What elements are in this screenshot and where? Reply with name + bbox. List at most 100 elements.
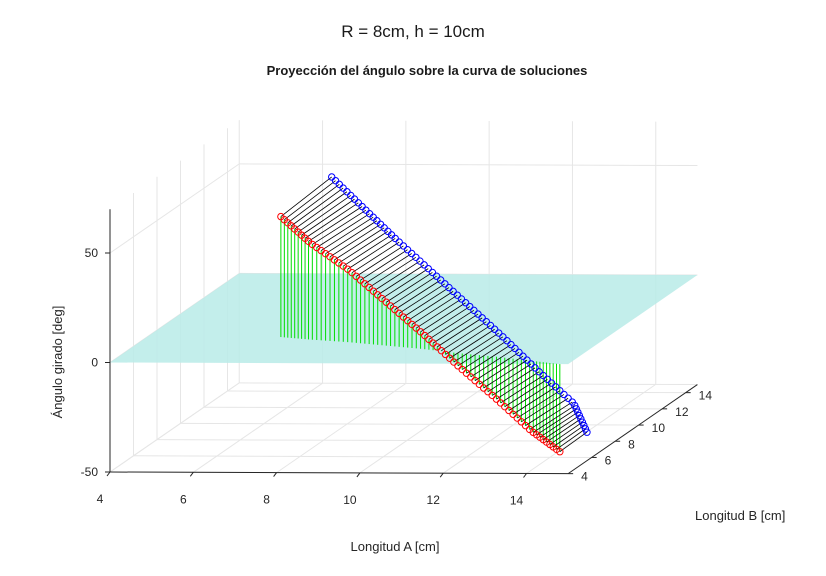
connector-line [529, 401, 573, 430]
connector-line [316, 213, 370, 248]
x-tick-mark [523, 473, 527, 478]
point-marker [486, 321, 495, 330]
x-tick-label: 14 [510, 494, 524, 508]
point-marker [492, 395, 501, 403]
point-marker [391, 305, 399, 314]
point-marker [356, 276, 365, 284]
connector-line [334, 227, 385, 261]
connector-line [390, 275, 437, 307]
curve-b-markers [328, 173, 591, 436]
connector-line [536, 408, 577, 436]
z-axis-label: Ángulo girado [deg] [50, 306, 65, 419]
connector-line [453, 332, 499, 363]
connector-line [559, 431, 588, 453]
point-marker [495, 329, 503, 337]
point-marker [574, 408, 582, 416]
x-tick-mark [356, 472, 361, 478]
point-marker [462, 369, 471, 377]
point-marker [445, 354, 454, 362]
connector-line [403, 287, 450, 318]
point-marker [347, 191, 355, 200]
connector-line [294, 191, 348, 230]
grid-line [193, 382, 323, 473]
point-marker [572, 405, 580, 413]
connector-line [368, 256, 417, 288]
point-marker [365, 283, 373, 292]
point-marker [420, 261, 428, 269]
point-marker [543, 375, 552, 384]
point-marker [421, 331, 429, 340]
point-marker [343, 188, 351, 196]
connector-line [398, 283, 446, 314]
point-marker [578, 418, 587, 426]
connector-line [525, 397, 569, 426]
connector-line [351, 241, 400, 274]
connector-line [552, 425, 585, 448]
grid-line [442, 383, 573, 474]
point-marker [539, 371, 547, 380]
point-marker [513, 414, 521, 422]
connector-line [364, 253, 412, 285]
y-tick-label: 4 [581, 470, 588, 484]
point-marker [517, 418, 526, 426]
point-marker [449, 287, 457, 296]
point-marker [416, 328, 425, 336]
x-tick-mark [106, 471, 111, 477]
point-marker [580, 421, 588, 430]
connector-line [312, 209, 367, 245]
point-marker [577, 415, 585, 423]
connector-line [424, 306, 470, 336]
point-marker [475, 380, 484, 389]
point-marker [479, 384, 488, 392]
y-axis-label: Longitud B [cm] [695, 508, 785, 523]
point-marker [429, 339, 437, 347]
point-marker [515, 348, 523, 357]
connector-line [284, 180, 336, 221]
tick-labels: 4 6 8 10 12 14 4 6 8 10 12 14 -50 0 50 [81, 246, 713, 508]
connector-line [320, 216, 374, 251]
connector-line [338, 231, 389, 264]
connector-line [500, 375, 544, 404]
point-marker [575, 411, 584, 420]
point-marker [551, 383, 560, 391]
connector-line [325, 220, 378, 255]
connector-line [394, 279, 441, 310]
connector-line [462, 340, 508, 370]
point-marker [433, 343, 441, 351]
connector-line [504, 378, 548, 408]
point-marker [501, 402, 509, 411]
point-marker [547, 379, 556, 387]
point-marker [458, 365, 466, 374]
x-tick-label: 8 [263, 493, 270, 507]
point-marker [556, 386, 564, 395]
connector-line [373, 260, 421, 292]
connector-line [291, 187, 344, 227]
connector-line [449, 328, 495, 359]
connector-line [308, 206, 363, 242]
point-marker [441, 280, 449, 288]
z-tick-label: 50 [85, 246, 99, 260]
point-marker [482, 317, 491, 326]
point-marker [474, 310, 482, 318]
z-tick-label: 0 [91, 356, 98, 370]
connector-line [491, 367, 536, 396]
connector-line [508, 382, 552, 411]
point-marker [350, 195, 359, 203]
point-marker [490, 325, 499, 333]
point-marker [499, 333, 507, 341]
grid-line [156, 439, 616, 442]
point-marker [503, 336, 511, 345]
connector-line [546, 418, 582, 443]
connector-line [437, 317, 483, 348]
point-marker [331, 176, 340, 185]
x-tick-label: 4 [97, 492, 104, 506]
connector-line [521, 394, 565, 423]
connector-line [386, 272, 433, 303]
point-marker [581, 425, 590, 433]
y-tick-label: 6 [605, 453, 612, 467]
point-marker [467, 373, 475, 381]
point-marker [425, 335, 433, 344]
connector-line [445, 325, 491, 355]
x-tick-label: 6 [180, 492, 187, 506]
y-axis-line [567, 384, 698, 475]
